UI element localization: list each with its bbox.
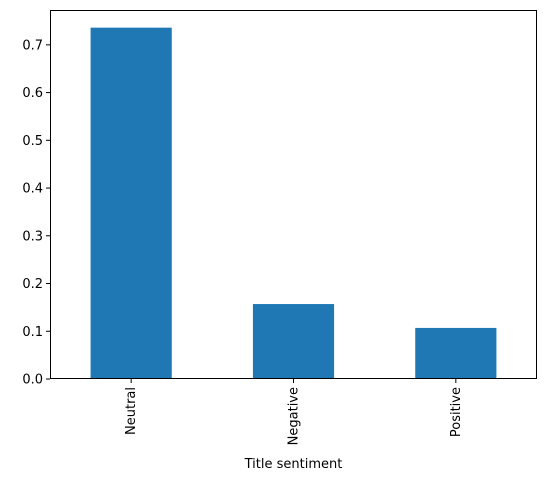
y-tick-label: 0.5	[22, 134, 43, 149]
y-tick-label: 0.1	[22, 325, 43, 340]
y-tick-label: 0.7	[22, 38, 43, 53]
y-axis-ticks: 0.0 0.1 0.2 0.3 0.4 0.5 0.6 0.7	[22, 38, 50, 388]
x-tick-label-negative: Negative	[287, 387, 302, 445]
bar-negative	[252, 304, 335, 379]
y-tick-label: 0.4	[22, 182, 43, 197]
y-tick-label: 0.0	[22, 373, 43, 388]
x-tick-label-neutral: Neutral	[124, 387, 139, 435]
y-tick-label: 0.6	[22, 86, 43, 101]
bar-positive	[415, 327, 497, 379]
x-tick-label-positive: Positive	[449, 387, 464, 437]
y-tick-label: 0.2	[22, 277, 43, 292]
plot-frame	[50, 10, 537, 379]
bar-neutral	[90, 27, 172, 379]
x-axis-label: Title sentiment	[244, 457, 343, 472]
x-axis-ticks: Neutral Negative Positive	[124, 379, 464, 445]
y-tick-label: 0.3	[22, 229, 43, 244]
bars-group	[90, 27, 497, 379]
